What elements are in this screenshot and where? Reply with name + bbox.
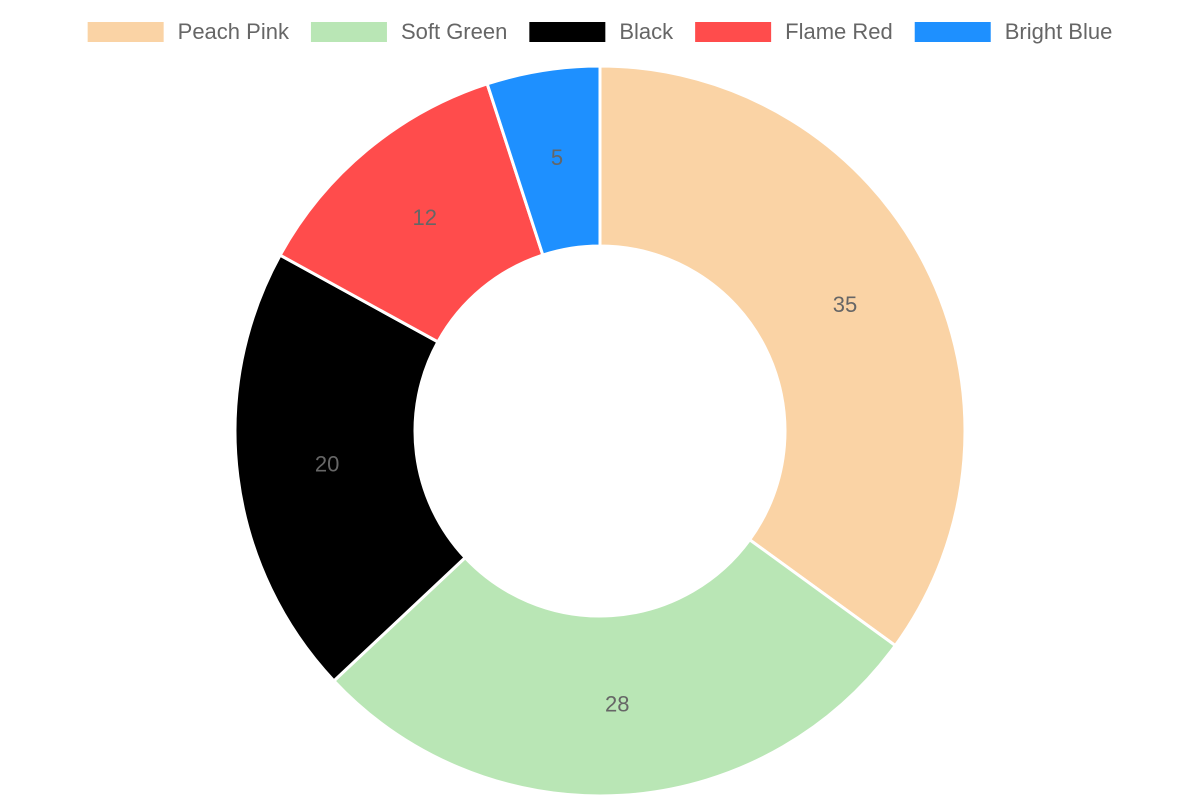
value-label: 20 xyxy=(315,451,339,476)
legend-swatch xyxy=(87,22,164,42)
donut-segment xyxy=(598,64,967,648)
donut-segment xyxy=(278,81,545,344)
value-label: 5 xyxy=(551,145,563,170)
legend-text: Flame Red xyxy=(785,19,893,44)
legend-text: Soft Green xyxy=(401,19,507,44)
legend-text: Peach Pink xyxy=(178,19,290,44)
legend: Peach Pink Soft Green Black Flame Red Bright… xyxy=(87,19,1113,44)
donut-segment xyxy=(233,253,468,683)
legend-swatch xyxy=(695,22,772,42)
legend-swatch xyxy=(529,22,606,42)
legend-text: Black xyxy=(619,19,674,44)
value-label: 28 xyxy=(605,691,629,716)
legend-swatch xyxy=(914,22,991,42)
value-label: 12 xyxy=(412,205,436,230)
legend-swatch xyxy=(310,22,387,42)
legend-text: Bright Blue xyxy=(1005,19,1113,44)
donut-segment xyxy=(331,537,898,798)
donut-segment xyxy=(485,64,602,257)
value-label: 35 xyxy=(833,292,857,317)
